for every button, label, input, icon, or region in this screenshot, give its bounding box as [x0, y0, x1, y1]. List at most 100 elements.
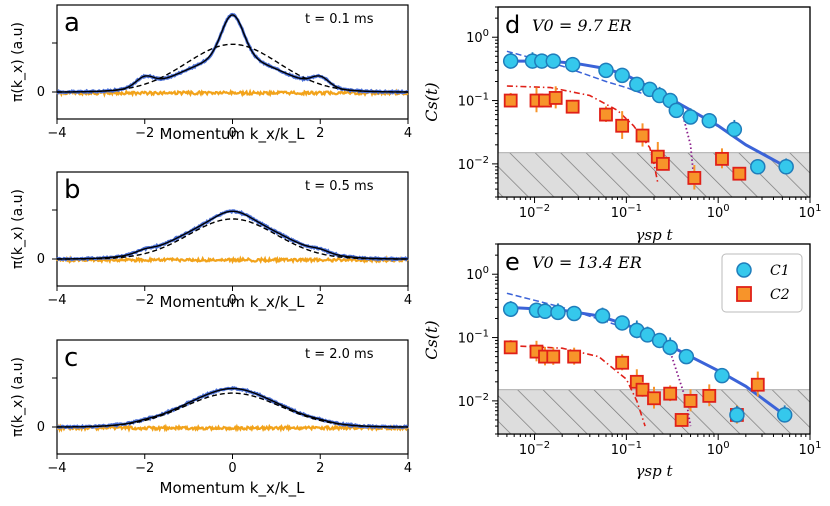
x-tick-label: 101 — [799, 203, 822, 221]
x-tick-exponent: −1 — [627, 203, 642, 214]
y-tick-exponent: 0 — [483, 265, 489, 276]
y-axis-label: Cs(t) — [422, 82, 441, 121]
x-tick-exponent: 1 — [815, 440, 821, 451]
c1-point — [564, 56, 581, 73]
c1-point — [662, 339, 678, 356]
fit-curve — [57, 210, 408, 260]
c2-point — [663, 386, 678, 401]
y-tick-label: 0 — [37, 252, 45, 267]
c2-point — [567, 349, 582, 364]
y-tick-label: 10−1 — [458, 329, 489, 347]
c1-point — [750, 159, 766, 175]
gaussian-curve — [57, 218, 408, 260]
y-tick-exponent: 0 — [483, 28, 489, 39]
y-axis-label: Cs(t) — [422, 320, 441, 359]
c2-point — [615, 118, 630, 133]
x-tick-label: 2 — [316, 461, 324, 476]
c1-point — [545, 53, 562, 69]
data-curve — [56, 385, 409, 430]
panel-c: c t = 2.0 ms 0 −4 −2 0 2 4 Momentum k_x/k_L … — [10, 339, 412, 498]
c1-point — [502, 53, 519, 69]
y-axis-label: π(k_x) (a.u) — [10, 22, 26, 102]
panel-title: V0 = 13.4 ER — [532, 253, 642, 272]
time-label: t = 0.1 ms — [305, 12, 374, 27]
c1-point — [629, 76, 645, 93]
panel-label: d — [505, 11, 520, 39]
c2-point — [548, 91, 563, 105]
x-tick-label: 2 — [316, 126, 324, 141]
c2-point — [565, 99, 580, 114]
c2-point — [647, 391, 661, 406]
plot-area — [497, 50, 811, 198]
c2-point — [635, 382, 650, 397]
y-tick-label: 100 — [466, 265, 489, 283]
x-tick-exponent: 0 — [723, 203, 729, 214]
data-curve — [55, 209, 409, 263]
x-tick-label: 10−1 — [611, 440, 642, 458]
c2-point — [599, 107, 613, 122]
y-tick-label: 100 — [466, 28, 489, 46]
panel-label: b — [64, 175, 81, 205]
y-axis-label: π(k_x) (a.u) — [10, 357, 26, 437]
x-tick-label: 10−2 — [519, 440, 550, 458]
c2-point — [503, 93, 518, 108]
y-tick-label: 10−2 — [458, 155, 489, 173]
legend-label-c1: C1 — [770, 263, 790, 279]
c2-point — [702, 388, 717, 403]
c2-point — [655, 156, 670, 171]
c1-point — [598, 62, 614, 79]
curves-group — [52, 377, 409, 433]
c2-point — [674, 413, 689, 427]
x-tick-label: 10−2 — [519, 203, 550, 221]
c1-point — [682, 109, 699, 125]
y-tick-exponent: −1 — [474, 329, 489, 340]
c1-point — [566, 305, 582, 322]
c2-point — [715, 151, 729, 166]
difference-curve — [55, 255, 409, 265]
x-tick-exponent: 0 — [723, 440, 729, 451]
x-tick-label: 2 — [316, 293, 324, 308]
x-tick-label: 4 — [404, 461, 412, 476]
y-tick-label: 0 — [37, 85, 45, 100]
x-axis-label: Momentum k_x/k_L — [160, 293, 306, 312]
x-tick-exponent: −2 — [535, 440, 550, 451]
x-tick-exponent: −2 — [535, 203, 550, 214]
x-tick-label: −2 — [135, 126, 154, 141]
x-tick-label: −2 — [135, 461, 154, 476]
c1-point — [776, 407, 793, 423]
x-tick-label: 100 — [707, 203, 730, 221]
difference-curve — [56, 423, 409, 433]
x-tick-label: −4 — [47, 293, 66, 308]
c2-point — [546, 349, 561, 364]
time-label: t = 0.5 ms — [305, 179, 374, 194]
panel-d: d V0 = 9.7 ER 10−2 10−1 100 10110010−110−2 … — [422, 6, 822, 244]
c2-point — [683, 393, 698, 408]
y-axis-label: π(k_x) (a.u) — [10, 189, 26, 269]
c1-point — [537, 303, 553, 320]
legend-marker-c2 — [736, 286, 752, 302]
y-tick-exponent: −2 — [474, 392, 489, 403]
plot-area — [497, 292, 811, 435]
panel-label: e — [505, 248, 520, 276]
panel-a: a t = 0.1 ms 0 −4 −2 0 2 4 Momentum k_x/k_L … — [10, 4, 412, 144]
c2-point — [750, 377, 765, 392]
legend-box — [721, 253, 803, 313]
c1-point — [502, 301, 519, 317]
x-tick-exponent: −1 — [627, 440, 642, 451]
c1-point — [668, 102, 685, 119]
c1-point — [614, 67, 630, 84]
x-tick-label: 0 — [228, 293, 236, 308]
panel-label: c — [64, 343, 78, 373]
c1-point — [701, 112, 718, 129]
x-tick-label: −4 — [47, 126, 66, 141]
x-axis-label: γsp t — [635, 226, 673, 244]
x-tick-label: 101 — [799, 440, 822, 458]
panel-title: V0 = 9.7 ER — [532, 16, 632, 35]
curves-group — [52, 209, 409, 265]
c2-point — [615, 355, 630, 370]
x-axis-label: Momentum k_x/k_L — [160, 125, 306, 144]
x-axis-label: Momentum k_x/k_L — [160, 479, 306, 498]
c1-point — [714, 367, 730, 384]
